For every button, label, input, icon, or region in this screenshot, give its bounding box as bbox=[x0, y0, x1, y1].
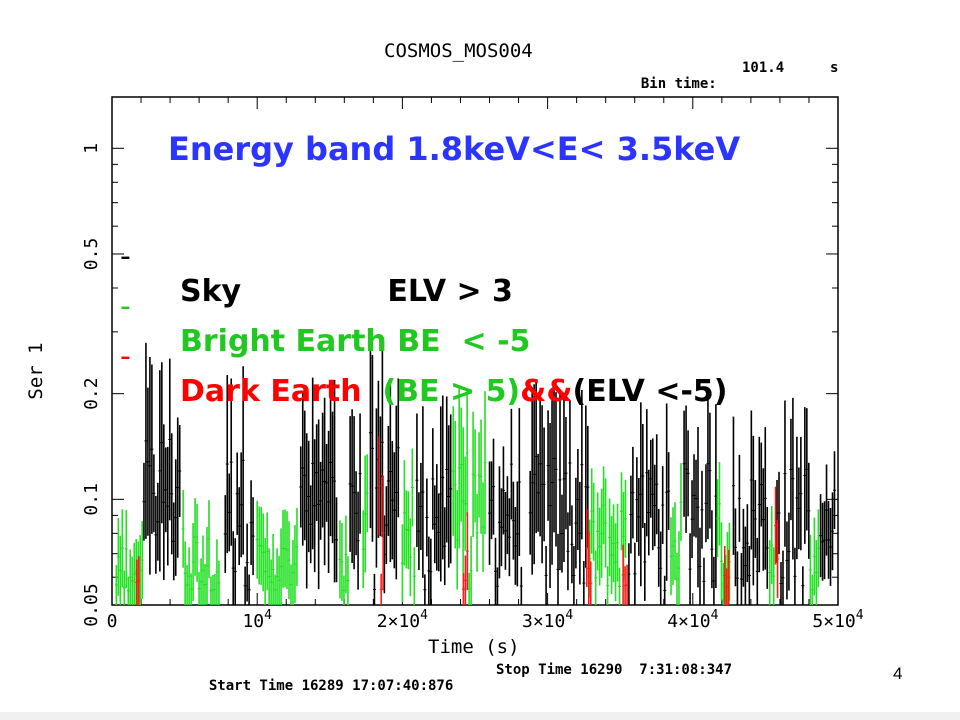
x-tick-label: 3×104 bbox=[522, 608, 573, 632]
bin-time-unit: s bbox=[830, 60, 839, 76]
bin-time: Bin time: 101.4 s bbox=[624, 60, 839, 124]
legend-sky-text: Sky ELV > 3 bbox=[180, 274, 513, 309]
page-number: 4 bbox=[893, 664, 903, 683]
legend-elv-condition: (ELV <-5) bbox=[572, 374, 728, 409]
stop-time: Stop Time 16290 7:31:08:347 bbox=[496, 662, 733, 678]
legend-and-operator: && bbox=[520, 374, 573, 409]
legend-dash: - bbox=[120, 239, 131, 274]
plot-frame bbox=[111, 96, 839, 606]
legend-dash: - bbox=[120, 289, 131, 324]
x-tick-label: 0 bbox=[107, 611, 118, 632]
series-sky bbox=[142, 337, 836, 605]
y-tick-label: 0.2 bbox=[81, 377, 102, 410]
footer-band bbox=[0, 712, 960, 720]
x-axis-label: Time (s) bbox=[428, 636, 520, 658]
y-axis-label: Ser 1 bbox=[25, 342, 47, 400]
chart-title: COSMOS_MOS004 bbox=[384, 40, 533, 62]
y-tick-label: 0.1 bbox=[81, 483, 102, 516]
y-tick-label: 0.05 bbox=[81, 583, 102, 626]
x-tick-label: 5×104 bbox=[812, 608, 863, 632]
energy-band-annotation: Energy band 1.8keV<E< 3.5keV bbox=[168, 130, 741, 168]
x-tick-label: 104 bbox=[242, 608, 272, 632]
series-dark-earth bbox=[135, 436, 780, 605]
legend-dark-earth-label: Dark Earth bbox=[180, 374, 362, 409]
legend-dark-earth-text: Dark Earth (BE > 5)&&(ELV <-5) bbox=[180, 374, 728, 409]
bin-time-label: Bin time: bbox=[640, 76, 717, 92]
y-tick-label: 0.5 bbox=[81, 238, 102, 271]
x-tick-label: 4×104 bbox=[667, 608, 718, 632]
x-tick-label: 2×104 bbox=[377, 608, 428, 632]
y-tick-label: 1 bbox=[81, 143, 102, 154]
series-bright-earth bbox=[114, 387, 820, 605]
legend-bright-earth-text: Bright Earth BE < -5 bbox=[180, 324, 531, 359]
legend-be-condition: (BE > 5) bbox=[361, 374, 521, 409]
start-time: Start Time 16289 17:07:40:876 bbox=[208, 678, 454, 694]
legend-row-dark-earth: - Dark Earth (BE > 5)&&(ELV <-5) bbox=[120, 304, 728, 409]
legend-row-bright-earth: - Bright Earth BE < -5 bbox=[120, 254, 530, 359]
legend-dash: - bbox=[120, 339, 131, 374]
legend-row-sky: - Sky ELV > 3 bbox=[120, 204, 513, 309]
bin-time-value: 101.4 bbox=[742, 60, 785, 76]
time-range: Start Time 16289 17:07:40:876 Stop Time … bbox=[192, 662, 732, 710]
